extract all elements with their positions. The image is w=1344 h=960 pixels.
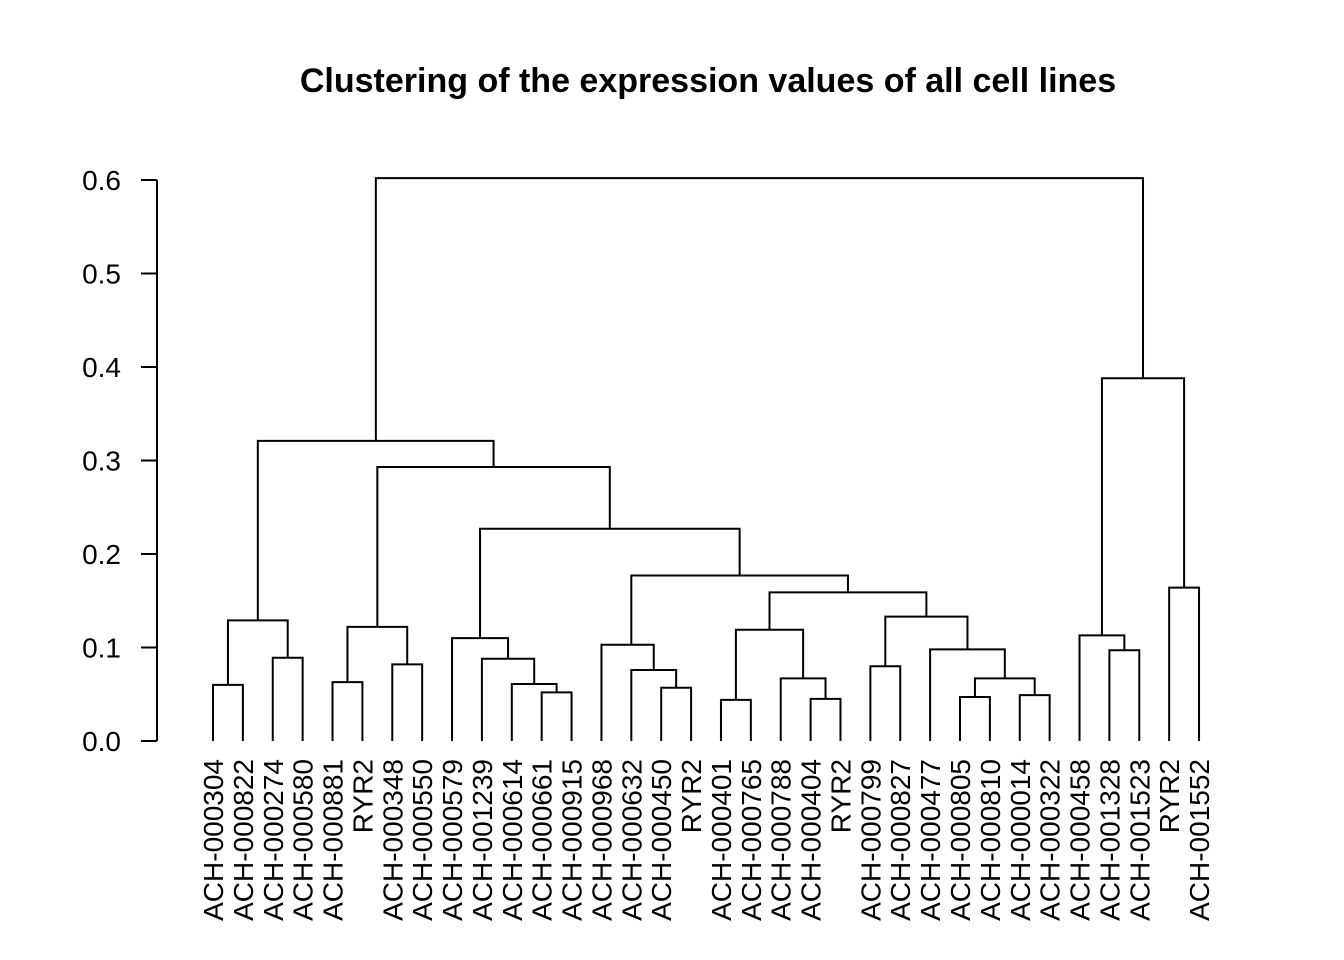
y-tick-label: 0.2 <box>82 539 121 570</box>
leaf-label: ACH-000799 <box>855 759 886 921</box>
y-tick-label: 0.6 <box>82 165 121 196</box>
leaf-label: RYR2 <box>347 759 378 833</box>
leaf-label: ACH-000450 <box>646 759 677 921</box>
dendrogram-branch <box>959 696 991 741</box>
y-tick-label: 0.4 <box>82 352 121 383</box>
leaf-label: ACH-000579 <box>437 759 468 921</box>
dendrogram-branch <box>869 665 902 741</box>
dendrogram-branch <box>376 466 611 627</box>
dendrogram-branch <box>1018 694 1051 741</box>
y-tick-label: 0.5 <box>82 259 121 290</box>
leaf-label: RYR2 <box>825 759 856 833</box>
leaf-label: ACH-000661 <box>527 759 558 921</box>
y-tick-label: 0.0 <box>82 726 121 757</box>
leaf-labels: ACH-000304ACH-000822ACH-000274ACH-000580… <box>198 759 1215 921</box>
dendrogram-branch <box>331 681 364 741</box>
leaf-label: ACH-000477 <box>915 759 946 921</box>
dendrogram-branch <box>630 574 849 645</box>
dendrogram-branch <box>451 637 510 741</box>
leaf-label: ACH-000348 <box>377 759 408 921</box>
dendrogram-branch <box>1108 649 1141 741</box>
leaf-label: RYR2 <box>676 759 707 833</box>
leaf-label: ACH-000322 <box>1035 759 1066 921</box>
leaf-label: ACH-000550 <box>407 759 438 921</box>
dendrogram-branch <box>391 663 424 741</box>
y-axis: 0.0 0.1 0.2 0.3 0.4 0.5 0.6 <box>82 165 158 757</box>
dendrogram-branch <box>479 527 741 639</box>
leaf-label: ACH-000810 <box>975 759 1006 921</box>
dendrogram-branch <box>271 656 304 741</box>
dendrogram-branch <box>212 683 244 741</box>
leaf-label: ACH-000274 <box>258 759 289 921</box>
dendrogram-branch <box>719 698 752 741</box>
leaf-label: ACH-000968 <box>586 759 617 921</box>
dendrogram-branch <box>540 691 573 741</box>
leaf-label: ACH-000014 <box>1005 759 1036 921</box>
leaf-label: ACH-001552 <box>1184 759 1215 921</box>
leaf-label: ACH-000404 <box>796 759 827 921</box>
leaf-label: ACH-001328 <box>1094 759 1125 921</box>
leaf-label: ACH-000827 <box>885 759 916 921</box>
dendrogram-branches <box>212 177 1201 741</box>
dendrogram-branch <box>929 648 1006 741</box>
leaf-label: ACH-000765 <box>736 759 767 921</box>
y-tick-label: 0.3 <box>82 446 121 477</box>
dendrogram-branch <box>768 591 928 630</box>
dendrogram-branch <box>1168 586 1201 741</box>
leaf-label: ACH-000805 <box>945 759 976 921</box>
dendrogram-branch <box>630 668 678 741</box>
leaf-label: ACH-000401 <box>706 759 737 921</box>
dendrogram-branch <box>884 615 969 667</box>
leaf-label: ACH-001239 <box>467 759 498 921</box>
leaf-label: ACH-000614 <box>497 759 528 921</box>
dendrogram-branch <box>660 686 693 741</box>
leaf-label: ACH-000580 <box>288 759 319 921</box>
dendrogram-branch <box>809 697 842 741</box>
dendrogram-branch <box>480 657 536 741</box>
leaf-label: ACH-000632 <box>616 759 647 921</box>
dendrogram-branch <box>1100 377 1186 636</box>
leaf-label: ACH-000458 <box>1065 759 1096 921</box>
leaf-label: ACH-000822 <box>228 759 259 921</box>
dendrogram-branch <box>779 677 827 741</box>
leaf-label: RYR2 <box>1154 759 1185 833</box>
leaf-label: ACH-000915 <box>557 759 588 921</box>
dendrogram-branch <box>226 619 289 685</box>
chart-title: Clustering of the expression values of a… <box>300 62 1116 100</box>
dendrogram-branch <box>374 177 1145 441</box>
leaf-label: ACH-001523 <box>1124 759 1155 921</box>
leaf-label: ACH-000304 <box>198 759 229 921</box>
dendrogram-branch <box>734 628 805 700</box>
leaf-label: ACH-000788 <box>766 759 797 921</box>
dendrogram-branch <box>600 643 655 741</box>
dendrogram-branch <box>346 625 409 683</box>
leaf-label: ACH-000881 <box>318 759 349 921</box>
y-tick-label: 0.1 <box>82 633 121 664</box>
